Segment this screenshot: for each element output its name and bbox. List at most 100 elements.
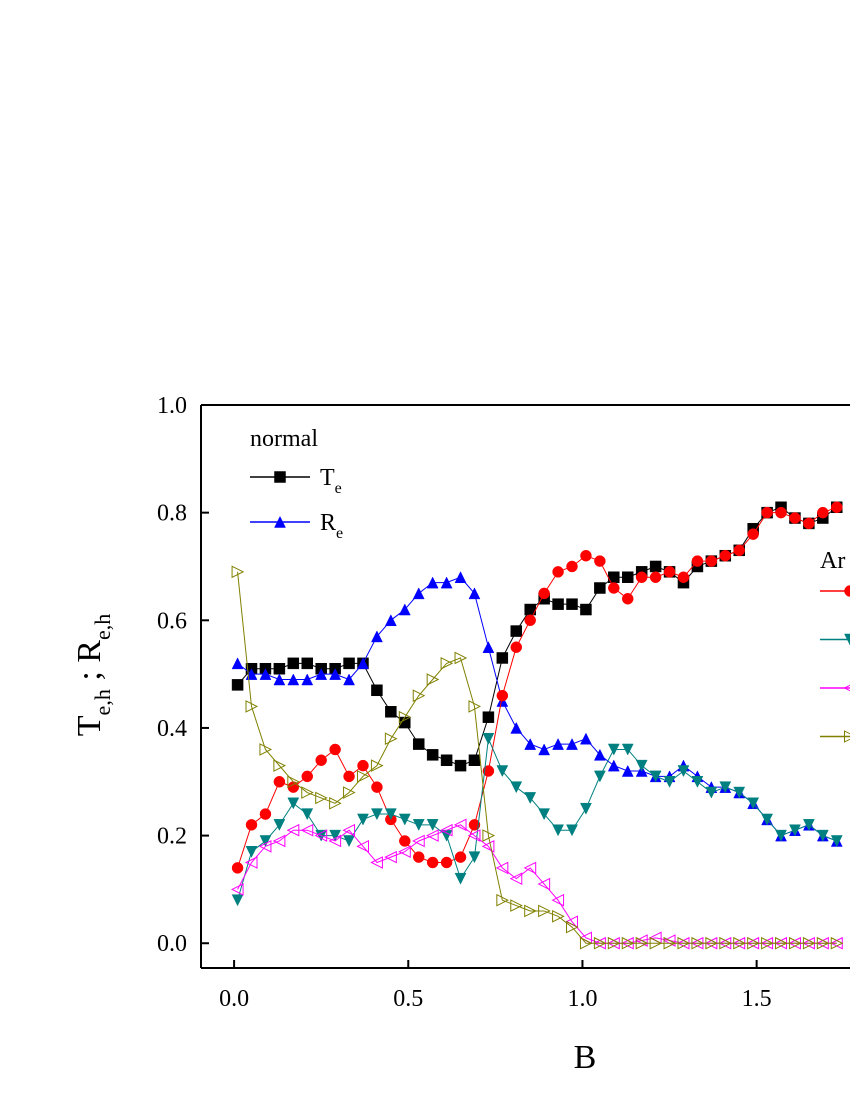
marker <box>621 593 634 605</box>
marker <box>496 893 509 907</box>
marker <box>747 936 760 950</box>
y-tick-label: 0.8 <box>157 501 187 527</box>
marker <box>802 819 815 831</box>
marker <box>775 829 787 842</box>
marker <box>566 738 578 750</box>
marker <box>412 587 425 600</box>
marker <box>607 759 620 772</box>
marker <box>803 517 815 530</box>
marker <box>482 732 495 745</box>
marker <box>454 759 467 772</box>
marker <box>398 603 411 616</box>
marker <box>844 633 850 646</box>
marker <box>496 689 509 702</box>
marker <box>412 851 425 863</box>
marker <box>552 910 565 923</box>
marker <box>231 565 245 579</box>
marker <box>343 835 355 848</box>
marker <box>551 893 565 907</box>
marker <box>733 544 745 557</box>
marker <box>328 834 342 848</box>
marker <box>705 555 718 567</box>
marker <box>245 845 258 858</box>
marker <box>426 829 439 842</box>
marker <box>301 673 314 686</box>
marker <box>789 824 801 837</box>
marker <box>593 936 607 950</box>
marker <box>468 700 482 713</box>
marker <box>691 555 704 567</box>
marker <box>231 679 244 691</box>
marker <box>733 786 746 799</box>
marker <box>621 936 635 950</box>
x-tick-label: 0.5 <box>393 986 423 1012</box>
marker <box>399 835 411 847</box>
x-tick-label: 0.0 <box>219 986 249 1012</box>
marker <box>329 829 342 842</box>
marker <box>315 791 328 805</box>
marker <box>439 823 453 837</box>
y-tick-label: 0.2 <box>157 824 187 850</box>
marker <box>287 673 300 686</box>
marker <box>496 765 509 778</box>
marker <box>453 818 467 832</box>
marker <box>412 738 425 750</box>
marker <box>426 673 440 686</box>
series-line <box>237 571 837 944</box>
marker <box>830 835 843 848</box>
marker <box>538 808 551 821</box>
marker <box>454 651 468 665</box>
marker <box>468 819 481 831</box>
marker <box>412 689 426 702</box>
y-axis-label-part: T <box>71 715 108 736</box>
marker <box>747 528 759 540</box>
marker <box>580 732 592 745</box>
marker <box>817 506 829 519</box>
marker <box>635 759 648 772</box>
marker <box>426 819 439 831</box>
marker <box>370 759 384 772</box>
marker <box>775 506 787 519</box>
marker <box>566 598 578 610</box>
marker <box>537 877 551 891</box>
marker <box>426 576 439 589</box>
y-axis-label-part: e,h <box>90 614 115 640</box>
y-tick-label: 1.0 <box>157 393 187 419</box>
marker <box>523 861 537 875</box>
marker <box>552 566 564 578</box>
marker <box>384 808 397 821</box>
marker <box>426 749 439 761</box>
y-axis-label-part: e,h <box>90 689 115 715</box>
marker <box>802 936 816 950</box>
legend-title: normal <box>250 426 318 452</box>
marker <box>231 894 244 907</box>
y-tick-label: 0.0 <box>157 931 187 957</box>
marker <box>844 585 850 597</box>
marker <box>552 824 564 837</box>
marker <box>552 738 564 750</box>
marker <box>343 770 355 783</box>
marker <box>440 856 453 869</box>
marker <box>607 936 621 950</box>
marker <box>816 936 830 950</box>
marker <box>357 657 369 670</box>
marker <box>635 936 649 950</box>
marker <box>663 936 677 950</box>
marker <box>789 512 801 524</box>
marker <box>761 936 774 950</box>
marker <box>329 668 342 680</box>
marker <box>538 743 551 756</box>
marker <box>830 936 844 950</box>
marker <box>733 936 746 950</box>
marker <box>244 856 258 869</box>
marker <box>356 840 369 853</box>
marker <box>719 549 732 562</box>
marker <box>315 754 327 766</box>
marker <box>649 936 663 950</box>
marker <box>509 872 523 885</box>
marker <box>663 776 676 788</box>
marker <box>538 587 550 600</box>
marker <box>677 571 690 583</box>
marker <box>580 802 592 815</box>
